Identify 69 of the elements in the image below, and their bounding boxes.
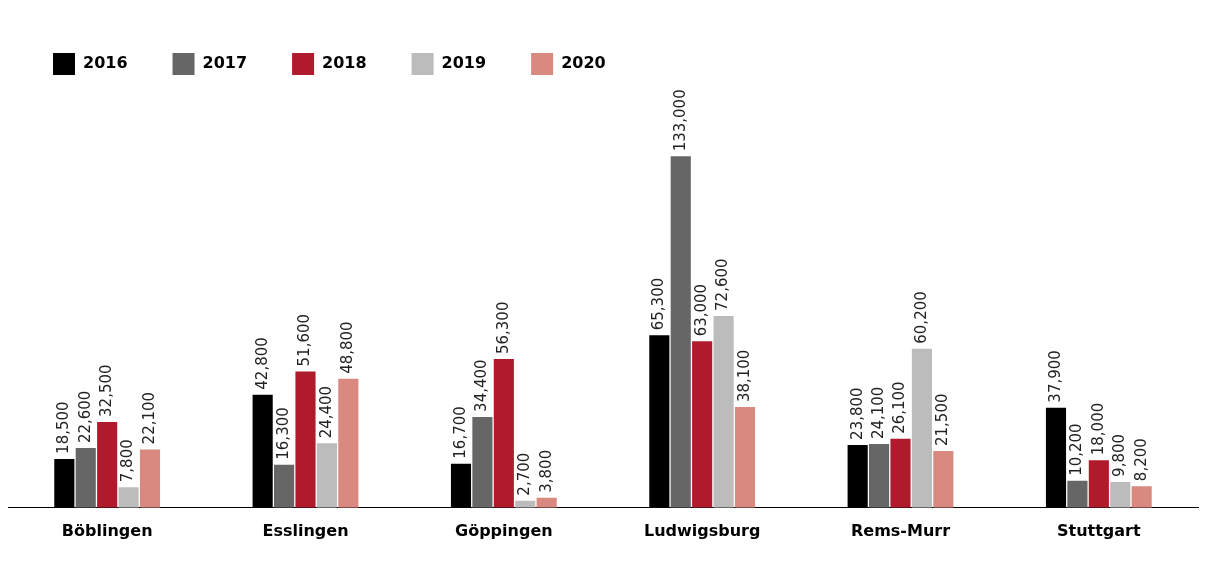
data-label: 10,200: [1067, 423, 1086, 476]
data-label: 42,800: [252, 337, 271, 390]
bar: [869, 444, 890, 508]
data-label: 16,300: [273, 407, 292, 460]
bar: [472, 416, 493, 508]
bar: [649, 335, 670, 508]
bar: [713, 315, 734, 508]
bar: [734, 407, 756, 508]
bar: [139, 449, 161, 508]
bar: [252, 394, 273, 508]
data-label: 2,700: [515, 452, 534, 496]
bar: [338, 378, 359, 508]
x-tick-label: Esslingen: [262, 520, 349, 540]
bar: [933, 450, 954, 508]
data-label: 72,600: [713, 258, 732, 311]
bar: [1045, 407, 1067, 508]
data-label: 23,800: [847, 387, 866, 440]
bar: [450, 463, 472, 508]
data-label: 51,600: [295, 313, 314, 367]
data-label: 34,400: [472, 359, 491, 412]
bar: [118, 487, 139, 508]
data-label: 22,600: [75, 390, 94, 444]
data-label: 63,000: [692, 283, 711, 337]
data-label: 56,300: [493, 301, 512, 355]
bar: [97, 421, 118, 508]
data-label: 21,500: [933, 393, 952, 446]
legend-label: 2020: [561, 53, 606, 73]
data-label: 37,900: [1045, 350, 1064, 403]
data-label: 9,800: [1110, 433, 1129, 477]
bar: [295, 371, 316, 508]
legend-label: 2019: [441, 53, 487, 73]
data-label: 26,100: [890, 381, 909, 434]
data-label: 16,700: [450, 406, 469, 459]
legend-label: 2018: [322, 53, 367, 73]
bar: [1088, 460, 1109, 508]
data-label: 18,000: [1088, 402, 1107, 456]
bar: [75, 448, 96, 508]
data-label: 38,100: [734, 349, 753, 403]
x-tick-label: Böblingen: [61, 520, 153, 540]
data-label: 60,200: [911, 291, 930, 344]
data-label: 48,800: [338, 321, 357, 374]
bar: [890, 438, 911, 508]
x-tick-label: Göppingen: [455, 520, 553, 540]
data-label: 18,500: [54, 401, 73, 454]
bar: [493, 359, 514, 508]
data-label: 32,500: [97, 364, 116, 417]
bar: [911, 348, 932, 508]
bar: [54, 458, 75, 508]
legend-label: 2016: [83, 53, 128, 73]
x-tick-label: Ludwigsburg: [643, 520, 761, 540]
data-label: 65,300: [649, 277, 668, 331]
bar: [847, 444, 868, 508]
data-label: 8,200: [1131, 438, 1150, 482]
data-label: 7,800: [118, 439, 137, 483]
legend-label: 2017: [202, 53, 248, 73]
data-label: 24,100: [868, 386, 887, 440]
data-label: 24,400: [316, 385, 335, 439]
x-tick-label: Stuttgart: [1057, 520, 1142, 540]
bar: [692, 341, 713, 508]
data-label: 133,000: [670, 89, 689, 152]
x-tick-label: Rems-Murr: [850, 520, 951, 540]
data-label: 22,100: [139, 391, 158, 445]
bar: [316, 443, 337, 508]
bar: [1110, 481, 1131, 508]
bar: [1131, 486, 1152, 508]
bar: [274, 464, 295, 508]
bar: [670, 156, 691, 508]
data-label: 3,800: [536, 449, 555, 493]
bar: [1067, 480, 1088, 508]
